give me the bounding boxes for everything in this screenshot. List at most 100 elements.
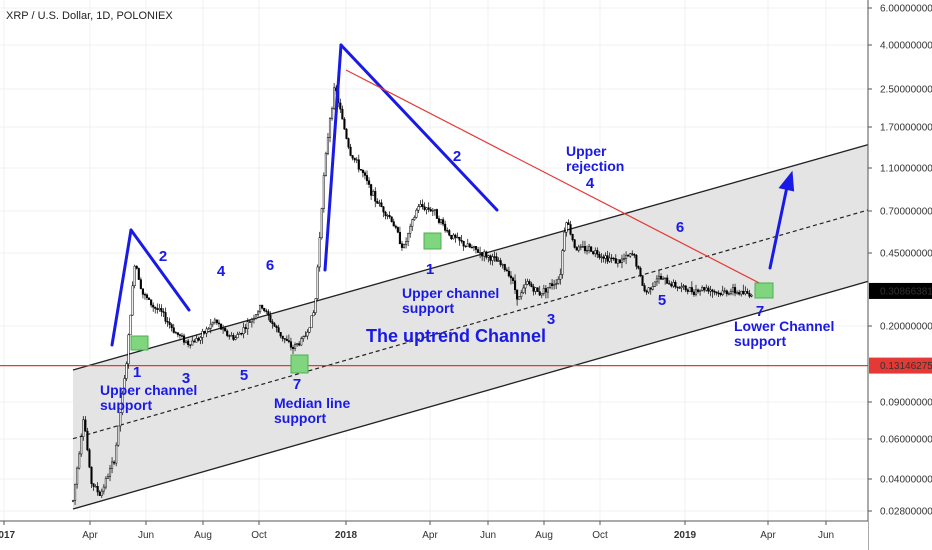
- candle-body: [405, 241, 408, 245]
- candle-body: [80, 436, 83, 455]
- candle-body: [86, 430, 89, 451]
- candle-body: [637, 266, 640, 269]
- candle-body: [222, 328, 225, 330]
- candle-body: [341, 108, 344, 120]
- candle-body: [542, 288, 545, 294]
- wave-line-2018-up[interactable]: [323, 43, 343, 272]
- candle-body: [633, 254, 636, 256]
- candle-body: [308, 327, 311, 333]
- candle-body: [692, 291, 695, 295]
- candle-body: [448, 230, 451, 236]
- candle-body: [592, 251, 595, 255]
- candle-body: [170, 324, 173, 328]
- time-axis[interactable]: 2017 Apr Jun Aug Oct 2018 Apr Jun Aug Oct 2019 Apr J…: [0, 520, 868, 550]
- trendlines-layer: [110, 43, 795, 374]
- candle-body: [647, 287, 650, 293]
- channel-lower-line[interactable]: [72, 263, 929, 510]
- candle-body: [604, 255, 607, 259]
- price-axis[interactable]: 6.00000000 4.00000000 2.50000000 1.70000000…: [867, 0, 932, 550]
- candle-body: [559, 274, 562, 280]
- projection-arrow-line[interactable]: [768, 180, 790, 270]
- candle-body: [672, 282, 675, 287]
- support-box-2[interactable]: [290, 354, 309, 374]
- resistance-line[interactable]: [345, 69, 768, 288]
- candle-body: [491, 256, 494, 261]
- candle-body: [213, 319, 216, 323]
- candle-body: [495, 256, 498, 262]
- candle-body: [682, 285, 685, 287]
- candle-body: [742, 290, 745, 295]
- wave-label: 5: [658, 292, 666, 309]
- candle-body: [446, 230, 449, 232]
- wave-line-2018-down[interactable]: [339, 43, 499, 212]
- candle-body: [413, 217, 416, 220]
- wave-line-2017-down[interactable]: [129, 228, 191, 312]
- candle-body: [479, 252, 482, 254]
- wave-label: 4: [586, 175, 595, 192]
- candle-body: [374, 191, 377, 202]
- candle-body: [111, 461, 114, 469]
- support-box-3[interactable]: [423, 232, 442, 250]
- candle-body: [425, 207, 428, 210]
- candle-body: [232, 335, 235, 340]
- channel-median-line[interactable]: [72, 192, 929, 440]
- candle-body: [187, 340, 190, 345]
- candle-body: [655, 278, 658, 283]
- candle-body: [468, 243, 471, 248]
- candle-body: [551, 283, 554, 286]
- candle-body: [622, 258, 626, 260]
- candle-body: [320, 208, 323, 238]
- wave-label: 3: [182, 370, 190, 387]
- price-axis-background: [868, 0, 932, 550]
- wave-line-2017-up[interactable]: [110, 228, 133, 347]
- candle-body: [234, 337, 237, 340]
- candle-body: [598, 254, 601, 258]
- candle-body: [182, 335, 186, 343]
- candle-body: [277, 327, 280, 333]
- candle-body: [433, 209, 436, 211]
- candle-body: [602, 256, 605, 259]
- time-tick-label: Oct: [251, 530, 267, 541]
- candle-body: [199, 337, 202, 341]
- candle-body: [244, 327, 247, 329]
- support-box-1[interactable]: [130, 335, 149, 351]
- candle-body: [76, 467, 79, 485]
- candle-body: [396, 227, 399, 233]
- candle-body: [503, 264, 506, 271]
- candle-body: [666, 277, 669, 284]
- candle-body: [246, 321, 249, 329]
- candle-body: [388, 215, 391, 218]
- candle-body: [279, 332, 282, 337]
- candle-body: [324, 153, 327, 176]
- candle-body: [156, 308, 159, 310]
- candle-body: [82, 419, 85, 437]
- candle-body: [361, 169, 364, 174]
- candle-body: [197, 338, 200, 341]
- candle-body: [283, 338, 286, 340]
- candle-body: [528, 281, 531, 285]
- candle-body: [738, 292, 741, 295]
- candle-body: [437, 218, 441, 223]
- candle-body: [178, 334, 181, 336]
- candle-body: [684, 285, 687, 291]
- annotation-line: Upper channel: [100, 382, 197, 398]
- candle-body: [289, 341, 292, 348]
- candle-body: [444, 223, 447, 231]
- support-box-4[interactable]: [754, 282, 774, 299]
- candle-body: [676, 286, 679, 288]
- candle-body: [219, 323, 223, 330]
- candle-body: [651, 286, 654, 290]
- candle-body: [98, 491, 101, 496]
- candle-body: [653, 281, 656, 287]
- candle-body: [614, 258, 617, 264]
- annotation-line: support: [734, 333, 786, 349]
- candle-body: [363, 172, 367, 176]
- price-mark-label: 0.30866381: [880, 286, 932, 297]
- candle-body: [639, 267, 642, 276]
- channel-upper-line[interactable]: [72, 126, 929, 371]
- candle-body: [581, 246, 584, 248]
- candle-body: [709, 289, 712, 292]
- candle-body: [339, 102, 342, 110]
- candle-body: [579, 246, 582, 248]
